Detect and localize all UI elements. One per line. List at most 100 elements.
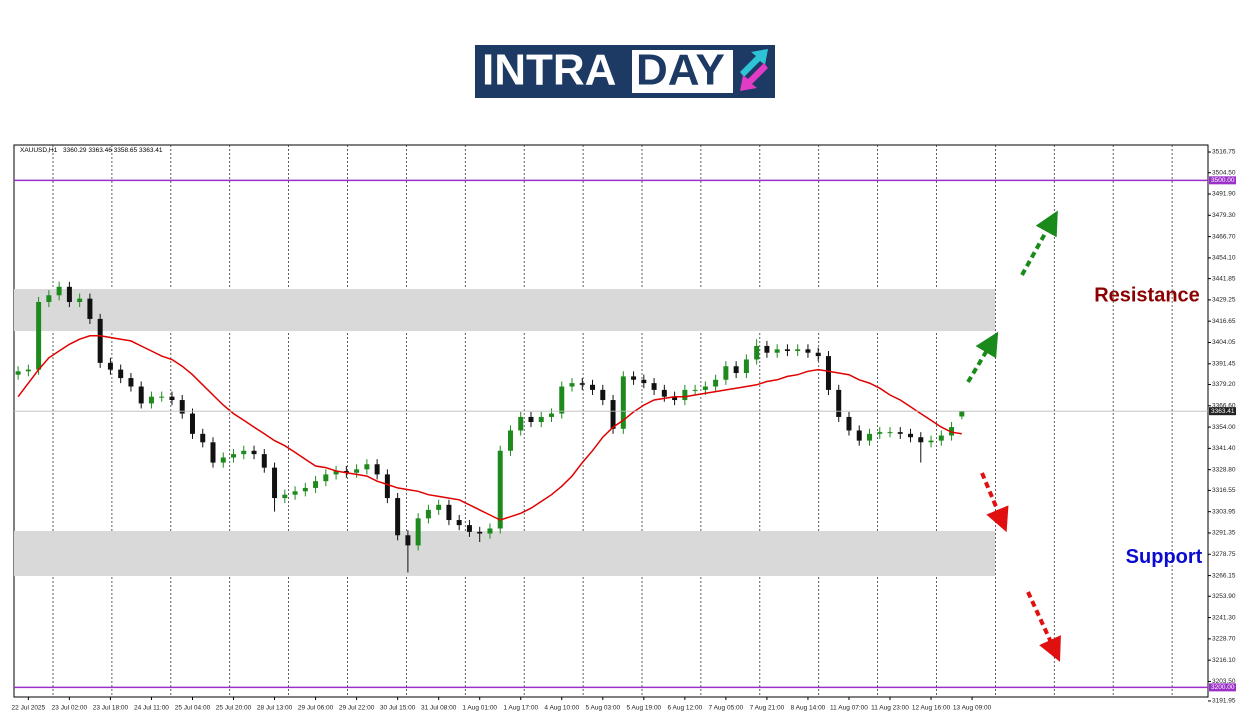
header-high: 3363.46	[88, 147, 112, 154]
candle-body	[66, 286, 72, 303]
candle-body	[754, 345, 760, 360]
logo-text: DAY	[636, 46, 725, 95]
x-tick-label: 25 Jul 04:00	[175, 705, 211, 712]
y-tick-label: 3479.30	[1212, 212, 1236, 219]
candle-body	[569, 383, 575, 387]
candle-body	[200, 433, 206, 443]
candle-body	[272, 467, 278, 499]
x-tick-label: 1 Aug 01:00	[462, 705, 497, 712]
candle-body	[518, 416, 524, 431]
x-tick-label: 11 Aug 07:00	[830, 705, 868, 712]
candle-body	[364, 464, 370, 470]
logo-box	[632, 50, 733, 93]
y-tick-label: 3504.50	[1212, 169, 1236, 176]
candle-body	[590, 384, 596, 390]
candle-body	[425, 509, 431, 519]
candle-body	[282, 494, 288, 499]
x-tick-label: 11 Aug 23:00	[871, 705, 909, 712]
candle-body	[764, 345, 770, 353]
candle-body	[374, 464, 380, 475]
candle-body	[682, 389, 688, 401]
zone	[14, 531, 995, 576]
candle-body	[384, 474, 390, 499]
y-tick-label: 3429.25	[1212, 297, 1236, 304]
candle-body	[354, 469, 360, 473]
y-tick-label: 3416.65	[1212, 318, 1236, 325]
last-price-box	[1209, 407, 1236, 416]
y-tick-label: 3404.05	[1212, 339, 1236, 346]
candle-body	[77, 298, 83, 303]
x-tick-label: 5 Aug 19:00	[626, 705, 661, 712]
candle-body	[918, 437, 924, 443]
x-tick-label: 28 Jul 13:00	[257, 705, 293, 712]
arrow-down	[1026, 591, 1061, 662]
x-tick-label: 6 Aug 12:00	[668, 705, 703, 712]
candle-body	[672, 396, 678, 401]
x-tick-label: 4 Aug 10:00	[544, 705, 579, 712]
candle-body	[631, 376, 637, 380]
candle-body	[210, 442, 216, 463]
candle-body	[169, 396, 175, 401]
candle-body	[25, 369, 31, 372]
y-tick-label: 3391.45	[1212, 361, 1236, 368]
y-tick-label: 3316.55	[1212, 487, 1236, 494]
candle-body	[928, 440, 934, 443]
logo-text: INTRA	[482, 46, 616, 95]
candle-body	[456, 520, 462, 526]
candle-body	[774, 349, 780, 353]
candle-body	[559, 386, 565, 414]
arrow-up	[966, 331, 999, 384]
candle-body	[528, 416, 534, 423]
y-tick-label: 3491.90	[1212, 191, 1236, 198]
zone-label: Support	[1126, 546, 1203, 568]
arrow-up	[1020, 210, 1058, 276]
candle-body	[313, 481, 319, 488]
y-tick-label: 3466.70	[1212, 233, 1236, 240]
y-tick-label: 3516.75	[1212, 149, 1236, 156]
candle-body	[846, 416, 852, 431]
zone-label: Resistance	[1094, 284, 1200, 306]
candle-body	[128, 378, 134, 387]
x-tick-label: 29 Jul 22:00	[339, 705, 375, 712]
x-tick-label: 23 Jul 18:00	[93, 705, 129, 712]
candle-body	[908, 433, 914, 438]
x-tick-label: 8 Aug 14:00	[791, 705, 826, 712]
candle-body	[292, 491, 298, 495]
candle-body	[538, 416, 544, 423]
level-label: 3200.00	[1211, 684, 1235, 691]
x-tick-label: 23 Jul 02:00	[52, 705, 88, 712]
candle-body	[333, 471, 339, 475]
y-tick-label: 3441.85	[1212, 275, 1236, 282]
symbol-header: XAUUSD,H1 3360.29 3363.46 3358.65 3363.4…	[20, 147, 163, 154]
moving-average	[17, 335, 962, 521]
candle-body	[87, 298, 93, 319]
arrow-down	[980, 472, 1009, 533]
y-tick-label: 3266.15	[1212, 572, 1236, 579]
candle-body	[220, 457, 226, 463]
candle-body	[405, 535, 411, 546]
candle-body	[251, 450, 257, 455]
candle-body	[159, 396, 165, 398]
logo-arrow-down	[740, 63, 768, 91]
x-tick-label: 22 Jul 2025	[12, 705, 46, 712]
candle-body	[477, 531, 483, 534]
candle-body	[436, 504, 442, 510]
candle-body	[56, 286, 62, 296]
y-tick-label: 3203.50	[1212, 678, 1236, 685]
y-tick-label: 3379.20	[1212, 381, 1236, 388]
y-tick-label: 3341.40	[1212, 445, 1236, 452]
candle-body	[723, 366, 729, 380]
candle-body	[395, 498, 401, 536]
candle-body	[241, 450, 247, 455]
y-tick-label: 3216.10	[1212, 657, 1236, 664]
candle-body	[323, 474, 329, 482]
candle-body	[36, 302, 42, 370]
candle-body	[949, 427, 955, 436]
candle-body	[877, 432, 883, 434]
candle-body	[148, 396, 154, 404]
candle-body	[651, 383, 657, 390]
x-tick-label: 7 Aug 05:00	[709, 705, 744, 712]
candle-body	[302, 487, 308, 492]
plot-layer	[14, 179, 1208, 689]
